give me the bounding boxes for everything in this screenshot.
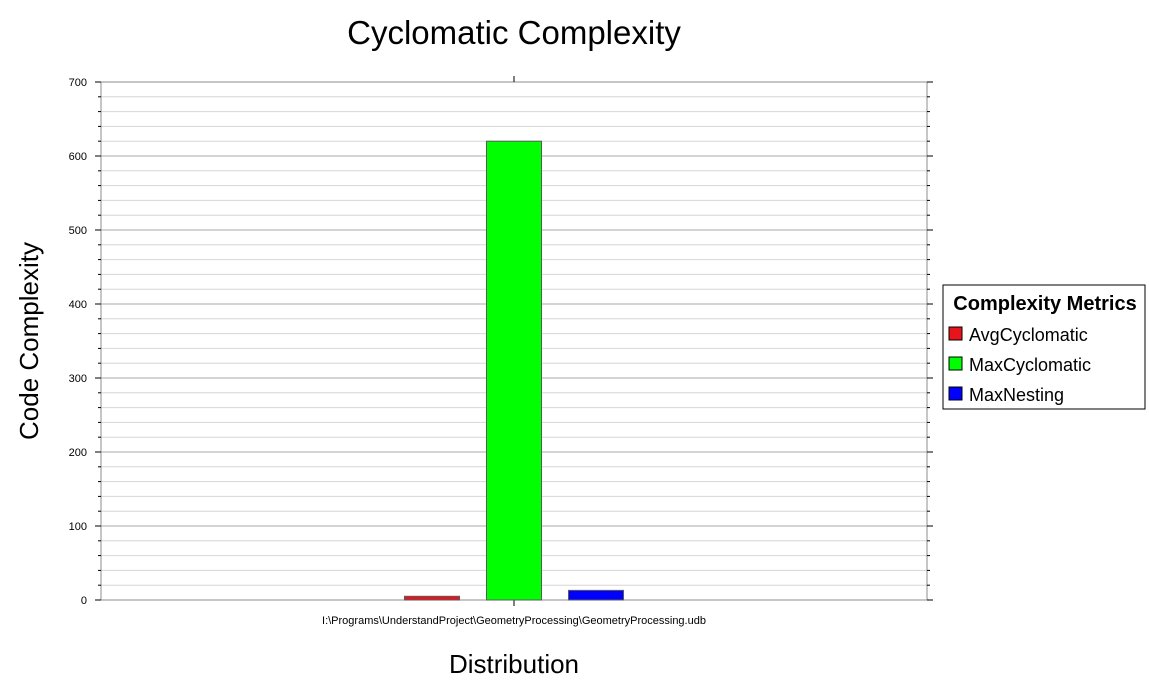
bar-avgcyclomatic: [404, 595, 460, 601]
y-tick-label: 100: [69, 521, 87, 533]
category-label: I:\Programs\UnderstandProject\GeometryPr…: [322, 615, 706, 627]
bars: [404, 140, 624, 601]
legend-label: MaxCyclomatic: [969, 355, 1091, 375]
bar-maxnesting: [568, 589, 624, 601]
legend-label: AvgCyclomatic: [969, 325, 1088, 345]
y-tick-label: 200: [69, 447, 87, 459]
legend: Complexity Metrics AvgCyclomatic MaxCyclo…: [942, 284, 1146, 410]
y-tick-label: 400: [69, 299, 87, 311]
legend-items: AvgCyclomatic MaxCyclomatic MaxNesting: [948, 325, 1091, 405]
y-axis-title: Code Complexity: [14, 242, 44, 440]
y-tick-label: 0: [81, 595, 87, 607]
legend-label: MaxNesting: [969, 385, 1064, 405]
y-tick-label: 300: [69, 373, 87, 385]
y-tick-label: 500: [69, 225, 87, 237]
legend-swatch: [948, 386, 963, 401]
y-tick-label: 700: [69, 77, 87, 89]
x-axis-title: Distribution: [449, 649, 579, 679]
legend-title: Complexity Metrics: [953, 293, 1136, 315]
legend-swatch: [948, 356, 963, 371]
legend-box: [942, 284, 1146, 410]
y-axis-ticks: 0 100 200 300 400 500 600 700: [69, 76, 933, 607]
y-tick-label: 600: [69, 151, 87, 163]
chart-title: Cyclomatic Complexity: [347, 14, 681, 51]
plot-area: 0 100 200 300 400 500 600 700: [69, 76, 933, 607]
bar-maxcyclomatic: [486, 140, 542, 601]
legend-swatch: [948, 326, 963, 341]
